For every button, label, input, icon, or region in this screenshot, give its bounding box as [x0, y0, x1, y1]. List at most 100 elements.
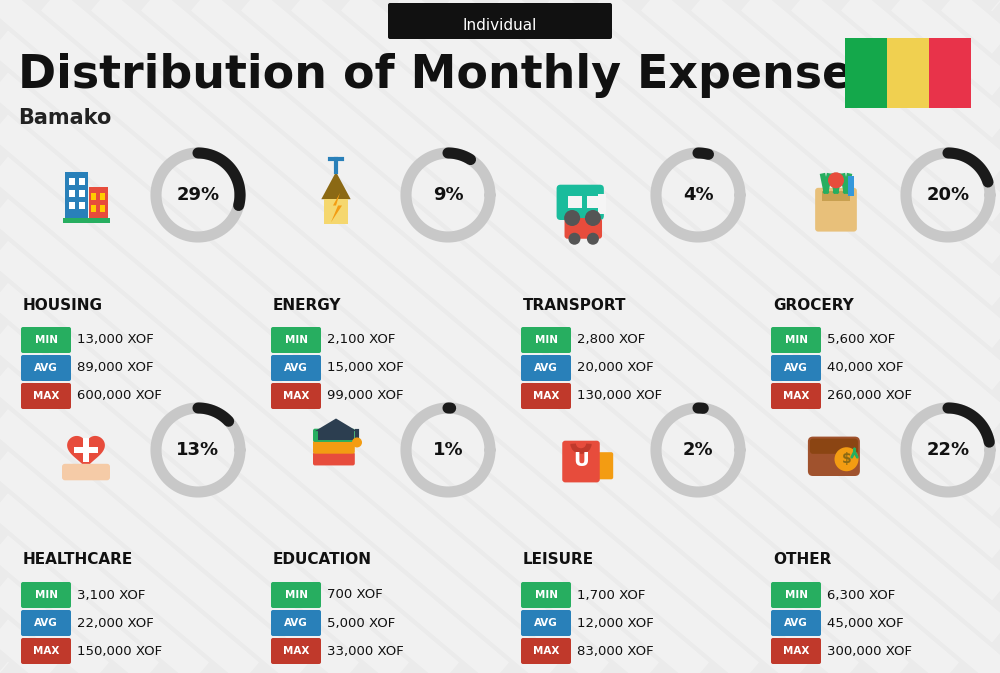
Circle shape — [585, 210, 601, 226]
Text: Distribution of Monthly Expenses: Distribution of Monthly Expenses — [18, 52, 880, 98]
FancyBboxPatch shape — [89, 186, 108, 218]
FancyBboxPatch shape — [562, 441, 600, 483]
Bar — [822, 191, 850, 201]
Bar — [74, 447, 98, 453]
FancyBboxPatch shape — [313, 440, 355, 454]
Text: 300,000 XOF: 300,000 XOF — [827, 645, 912, 658]
Text: MAX: MAX — [783, 391, 809, 401]
Text: MIN: MIN — [534, 590, 558, 600]
Polygon shape — [67, 436, 105, 470]
Text: MAX: MAX — [33, 646, 59, 656]
Text: 9%: 9% — [433, 186, 463, 204]
Bar — [83, 438, 89, 462]
Text: MAX: MAX — [783, 646, 809, 656]
Text: 5,000 XOF: 5,000 XOF — [327, 616, 395, 629]
Bar — [845, 38, 887, 108]
FancyBboxPatch shape — [771, 582, 821, 608]
FancyBboxPatch shape — [21, 638, 71, 664]
FancyBboxPatch shape — [521, 582, 571, 608]
Bar — [79, 190, 85, 197]
FancyBboxPatch shape — [771, 638, 821, 664]
FancyBboxPatch shape — [65, 172, 88, 218]
FancyBboxPatch shape — [21, 327, 71, 353]
FancyBboxPatch shape — [815, 188, 857, 232]
FancyBboxPatch shape — [313, 429, 355, 442]
FancyBboxPatch shape — [521, 610, 571, 636]
FancyBboxPatch shape — [810, 439, 858, 454]
Text: MAX: MAX — [533, 391, 559, 401]
Text: MAX: MAX — [533, 646, 559, 656]
FancyBboxPatch shape — [271, 582, 321, 608]
FancyBboxPatch shape — [521, 355, 571, 381]
FancyBboxPatch shape — [271, 327, 321, 353]
Bar — [69, 190, 75, 197]
Text: AVG: AVG — [34, 618, 58, 628]
FancyBboxPatch shape — [586, 452, 613, 479]
Circle shape — [564, 210, 580, 226]
FancyBboxPatch shape — [771, 383, 821, 409]
FancyBboxPatch shape — [271, 610, 321, 636]
Text: 260,000 XOF: 260,000 XOF — [827, 390, 912, 402]
Bar — [100, 192, 105, 200]
Circle shape — [587, 233, 599, 245]
Text: U: U — [573, 451, 589, 470]
FancyBboxPatch shape — [21, 582, 71, 608]
Text: 22,000 XOF: 22,000 XOF — [77, 616, 154, 629]
FancyBboxPatch shape — [521, 383, 571, 409]
Text: 40,000 XOF: 40,000 XOF — [827, 361, 904, 374]
Text: TRANSPORT: TRANSPORT — [523, 297, 626, 312]
FancyBboxPatch shape — [771, 610, 821, 636]
Text: 22%: 22% — [926, 441, 970, 459]
Text: Individual: Individual — [463, 17, 537, 32]
Text: AVG: AVG — [284, 618, 308, 628]
Text: 29%: 29% — [176, 186, 220, 204]
FancyBboxPatch shape — [565, 218, 602, 239]
Text: Bamako: Bamako — [18, 108, 111, 128]
Text: AVG: AVG — [784, 363, 808, 373]
FancyBboxPatch shape — [21, 355, 71, 381]
Text: AVG: AVG — [534, 618, 558, 628]
Text: 150,000 XOF: 150,000 XOF — [77, 645, 162, 658]
FancyBboxPatch shape — [771, 327, 821, 353]
Text: OTHER: OTHER — [773, 553, 831, 567]
Text: MAX: MAX — [283, 646, 309, 656]
Text: MIN: MIN — [534, 335, 558, 345]
FancyBboxPatch shape — [388, 3, 612, 39]
FancyBboxPatch shape — [271, 383, 321, 409]
Text: 12,000 XOF: 12,000 XOF — [577, 616, 654, 629]
Text: 15,000 XOF: 15,000 XOF — [327, 361, 404, 374]
Circle shape — [834, 448, 858, 471]
FancyBboxPatch shape — [521, 327, 571, 353]
Text: 600,000 XOF: 600,000 XOF — [77, 390, 162, 402]
Bar — [79, 178, 85, 185]
Text: 83,000 XOF: 83,000 XOF — [577, 645, 654, 658]
Text: HOUSING: HOUSING — [23, 297, 103, 312]
Text: 6,300 XOF: 6,300 XOF — [827, 588, 895, 602]
Polygon shape — [321, 172, 351, 199]
Text: 45,000 XOF: 45,000 XOF — [827, 616, 904, 629]
Bar — [63, 218, 110, 223]
FancyBboxPatch shape — [21, 610, 71, 636]
Text: 20%: 20% — [926, 186, 970, 204]
Bar — [100, 205, 105, 211]
FancyBboxPatch shape — [521, 638, 571, 664]
Text: MIN: MIN — [34, 335, 58, 345]
Text: AVG: AVG — [34, 363, 58, 373]
Bar — [587, 196, 601, 208]
Text: AVG: AVG — [284, 363, 308, 373]
Text: MIN: MIN — [34, 590, 58, 600]
Text: 2,800 XOF: 2,800 XOF — [577, 334, 645, 347]
Bar — [69, 202, 75, 209]
FancyBboxPatch shape — [313, 452, 355, 466]
Text: MIN: MIN — [285, 335, 308, 345]
Bar — [91, 192, 96, 200]
Polygon shape — [315, 419, 357, 431]
Text: $: $ — [842, 452, 851, 466]
Text: 33,000 XOF: 33,000 XOF — [327, 645, 404, 658]
Text: 4%: 4% — [683, 186, 713, 204]
Text: 130,000 XOF: 130,000 XOF — [577, 390, 662, 402]
FancyBboxPatch shape — [21, 383, 71, 409]
FancyBboxPatch shape — [271, 355, 321, 381]
Text: 13,000 XOF: 13,000 XOF — [77, 334, 154, 347]
Text: 99,000 XOF: 99,000 XOF — [327, 390, 404, 402]
